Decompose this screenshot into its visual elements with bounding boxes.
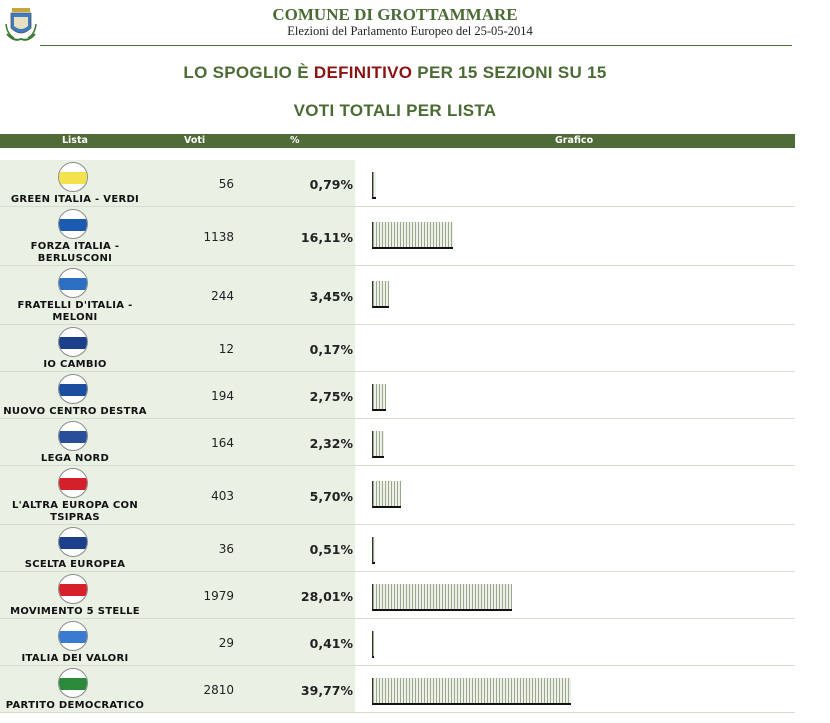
party-name: PARTITO DEMOCRATICO: [5, 700, 145, 711]
party-logo-icon: [58, 621, 88, 651]
table-row: LEGA NORD 164 2,32%: [0, 419, 795, 466]
party-percent: 0,51%: [309, 542, 353, 557]
party-votes: 403: [211, 489, 234, 503]
party-name: IO CAMBIO: [43, 359, 107, 370]
column-header-percent: %: [290, 135, 300, 146]
status-suffix: PER 15 SEZIONI SU 15: [412, 63, 607, 82]
party-percent: 2,32%: [309, 436, 353, 451]
percent-bar-track: [372, 222, 453, 249]
percent-bar-track: [372, 678, 571, 705]
table-row: FORZA ITALIA - BERLUSCONI 1138 16,11%: [0, 207, 795, 266]
status-highlight: DEFINITIVO: [313, 63, 413, 82]
party-logo-icon: [58, 574, 88, 604]
percent-bar: [372, 631, 374, 658]
party-percent: 0,79%: [309, 177, 353, 192]
table-row: L'ALTRA EUROPA CON TSIPRAS 403 5,70%: [0, 466, 795, 525]
percent-bar: [372, 584, 512, 611]
party-votes: 1979: [203, 589, 234, 603]
party-name: MOVIMENTO 5 STELLE: [10, 606, 140, 617]
results-table: GREEN ITALIA - VERDI 56 0,79% FORZA ITALIA …: [0, 160, 795, 713]
party-name: FORZA ITALIA - BERLUSCONI: [30, 241, 120, 264]
party-percent: 2,75%: [309, 389, 353, 404]
party-name: ITALIA DEI VALORI: [21, 653, 129, 664]
party-name: SCELTA EUROPEA: [24, 559, 126, 570]
percent-bar: [372, 481, 401, 508]
party-votes: 12: [218, 342, 234, 356]
party-logo-icon: [58, 668, 88, 698]
party-name: FRATELLI D'ITALIA - MELONI: [17, 300, 133, 323]
party-votes: 2810: [203, 683, 234, 697]
table-row: ITALIA DEI VALORI 29 0,41%: [0, 619, 795, 666]
party-logo-icon: [58, 162, 88, 192]
status-prefix: LO SPOGLIO È: [183, 63, 314, 82]
column-header-grafico: Grafico: [555, 135, 594, 146]
party-name: GREEN ITALIA - VERDI: [10, 194, 140, 205]
party-votes: 36: [218, 542, 234, 556]
percent-bar-track: [372, 431, 384, 458]
table-row: MOVIMENTO 5 STELLE 1979 28,01%: [0, 572, 795, 619]
party-percent: 28,01%: [300, 589, 353, 604]
party-logo-icon: [58, 421, 88, 451]
percent-bar: [372, 431, 384, 458]
party-votes: 194: [211, 389, 234, 403]
section-title: VOTI TOTALI PER LISTA: [293, 101, 497, 120]
party-votes: 164: [211, 436, 234, 450]
percent-bar: [372, 172, 376, 199]
party-logo-icon: [58, 527, 88, 557]
column-header-voti: Voti: [184, 135, 206, 146]
percent-bar-track: [372, 481, 401, 508]
page-title: COMUNE DI GROTTAMMARE: [272, 5, 518, 24]
percent-bar-track: [372, 384, 386, 411]
page-subtitle: Elezioni del Parlamento Europeo del 25-0…: [287, 24, 533, 38]
party-logo-icon: [58, 468, 88, 498]
comune-crest-icon: [5, 8, 37, 41]
party-percent: 0,41%: [309, 636, 353, 651]
table-row: NUOVO CENTRO DESTRA 194 2,75%: [0, 372, 795, 419]
percent-bar-track: [372, 584, 512, 611]
percent-bar: [372, 222, 453, 249]
table-header: Lista Voti % Grafico: [0, 134, 795, 148]
count-status: LO SPOGLIO È DEFINITIVO PER 15 SEZIONI S…: [0, 63, 790, 83]
party-percent: 0,17%: [309, 342, 353, 357]
header-divider: [40, 45, 792, 46]
percent-bar-track: [372, 631, 374, 658]
party-logo-icon: [58, 268, 88, 298]
table-row: FRATELLI D'ITALIA - MELONI 244 3,45%: [0, 266, 795, 325]
table-row: IO CAMBIO 12 0,17%: [0, 325, 795, 372]
percent-bar: [372, 384, 386, 411]
table-row: PARTITO DEMOCRATICO 2810 39,77%: [0, 666, 795, 713]
party-name: L'ALTRA EUROPA CON TSIPRAS: [11, 500, 139, 523]
percent-bar: [372, 678, 571, 705]
party-name: LEGA NORD: [40, 453, 110, 464]
party-logo-icon: [58, 209, 88, 239]
party-logo-icon: [58, 374, 88, 404]
table-row: SCELTA EUROPEA 36 0,51%: [0, 525, 795, 572]
page-header: COMUNE DI GROTTAMMARE Elezioni del Parla…: [0, 0, 830, 48]
percent-bar: [372, 281, 389, 308]
percent-bar-track: [372, 172, 376, 199]
table-row: GREEN ITALIA - VERDI 56 0,79%: [0, 160, 795, 207]
party-votes: 244: [211, 289, 234, 303]
column-header-lista: Lista: [62, 135, 88, 146]
percent-bar-track: [372, 281, 389, 308]
party-logo-icon: [58, 327, 88, 357]
party-percent: 39,77%: [300, 683, 353, 698]
party-votes: 56: [218, 177, 234, 191]
party-percent: 5,70%: [309, 489, 353, 504]
party-percent: 3,45%: [309, 289, 353, 304]
party-percent: 16,11%: [300, 230, 353, 245]
percent-bar: [372, 537, 375, 564]
percent-bar-track: [372, 537, 375, 564]
party-name: NUOVO CENTRO DESTRA: [3, 406, 147, 417]
party-votes: 1138: [203, 230, 234, 244]
party-votes: 29: [218, 636, 234, 650]
